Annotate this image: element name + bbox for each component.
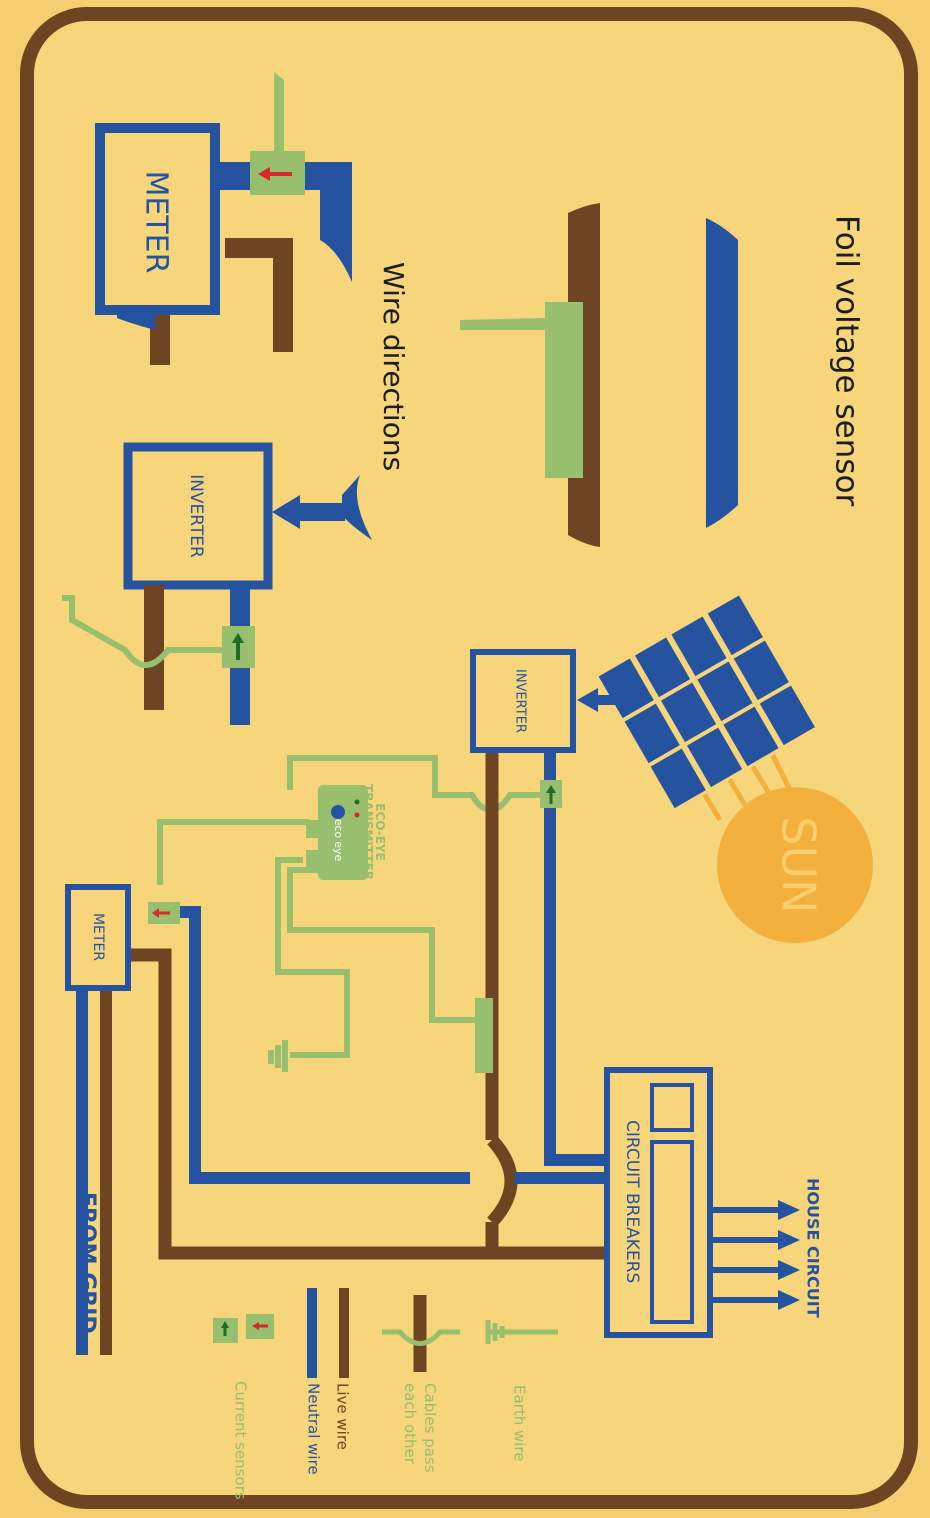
from-grid: FROM GRID — [74, 1192, 99, 1334]
foil-sensor-part — [460, 318, 545, 330]
legend-earth: Earth wire — [511, 1385, 529, 1462]
meter-label: METER — [90, 913, 106, 961]
diagram: Foil voltage sensor Wire directions METE… — [0, 0, 930, 1518]
wiring-part — [475, 998, 493, 1073]
logo-part: eye — [332, 841, 345, 861]
subtitle: Wire directions — [377, 262, 410, 471]
sun-label: SUN — [772, 816, 826, 913]
transmitter-part — [355, 813, 360, 818]
legend-sensors: Current sensors — [232, 1381, 250, 1500]
legend-neutral: Neutral wire — [305, 1383, 323, 1475]
foil-sensor-part — [706, 218, 738, 528]
transmitter-part — [306, 820, 320, 838]
legend-cross-line: Cables pass — [422, 1383, 440, 1473]
transmitter-line: TRANSMITTER — [362, 784, 376, 880]
wire-directions-meter-part — [274, 72, 284, 155]
legend-live: Live wire — [334, 1383, 352, 1450]
title: Foil voltage sensor — [829, 215, 865, 506]
transmitter-part — [306, 850, 320, 868]
transmitter-part — [331, 805, 345, 819]
inverter-label: INVERTER — [513, 669, 528, 733]
inverter-label: INVERTER — [186, 474, 206, 558]
legend-cross-line: each other — [402, 1383, 420, 1465]
page: {"title":"Foil voltage sensor","subtitle… — [0, 0, 930, 1518]
logo-part: eco — [332, 819, 345, 839]
circuit-breakers-label: CIRCUIT BREAKERS — [622, 1120, 642, 1283]
transmitter-part — [355, 800, 360, 805]
meter-label: METER — [139, 171, 174, 274]
foil-sensor-part — [545, 302, 583, 478]
house-circuit: HOUSE CIRCUIT — [804, 1178, 823, 1318]
